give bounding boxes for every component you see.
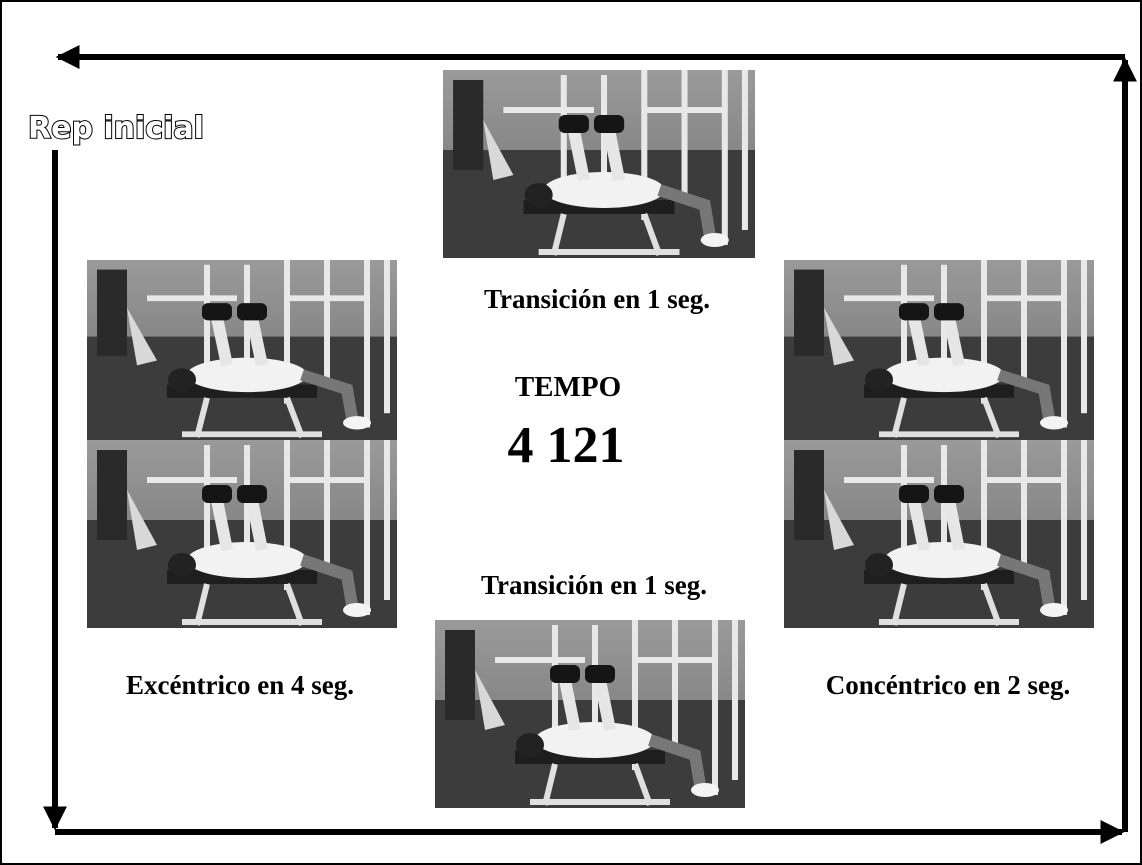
phase-label: Excéntrico en 4 seg. [126, 670, 354, 700]
tempo-title: TEMPO [515, 371, 621, 403]
phase-label: Transición en 1 seg. [484, 284, 710, 314]
photo-bottom [435, 620, 745, 808]
photo-left-1 [87, 260, 397, 440]
photo-top [443, 70, 755, 258]
phase-label: Concéntrico en 2 seg. [826, 670, 1070, 700]
start-label: Rep inicial [28, 111, 204, 146]
phase-label: Transición en 1 seg. [481, 570, 707, 600]
cycle-arrows [43, 45, 1137, 844]
photo-right-1 [784, 260, 1094, 440]
photo-left-2 [87, 440, 397, 628]
photo-right-2 [784, 440, 1094, 628]
tempo-value: 4 121 [508, 417, 625, 474]
